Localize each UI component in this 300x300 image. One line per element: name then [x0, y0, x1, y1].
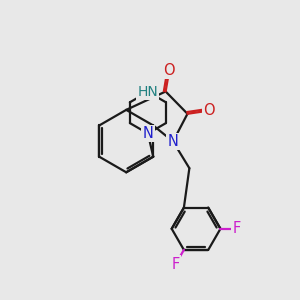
- Text: N: N: [168, 134, 178, 149]
- Text: O: O: [203, 103, 214, 118]
- Text: F: F: [233, 221, 241, 236]
- Text: HN: HN: [137, 85, 158, 99]
- Text: O: O: [164, 63, 175, 78]
- Text: F: F: [172, 256, 180, 272]
- Text: N: N: [142, 126, 153, 141]
